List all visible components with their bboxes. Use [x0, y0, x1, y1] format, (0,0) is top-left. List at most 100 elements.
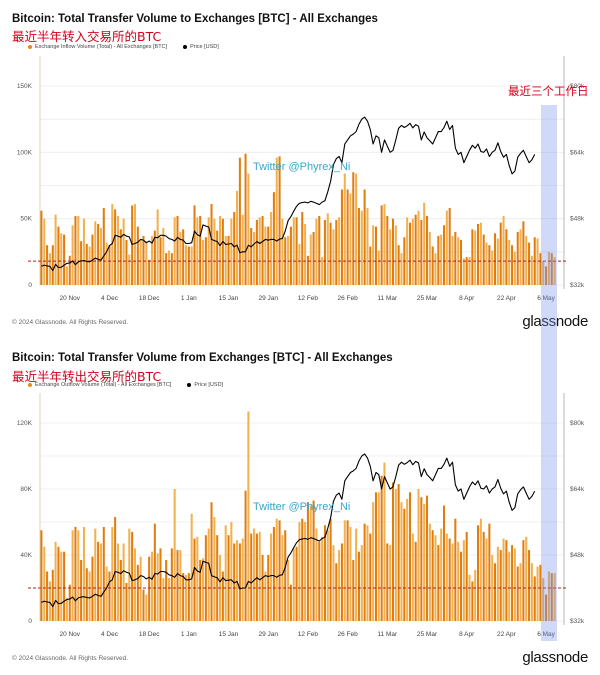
legend-item-outflow[interactable]: Exchange Outflow Volume (Total) - All Ex… — [28, 382, 171, 388]
volume-bar — [550, 253, 553, 285]
volume-bar — [425, 216, 429, 285]
volume-bar — [391, 218, 394, 285]
volume-bar — [173, 217, 176, 285]
x-tick-label: 11 Mar — [377, 295, 398, 302]
volume-bar — [244, 153, 247, 285]
volume-bar — [485, 242, 488, 285]
volume-bar — [428, 523, 431, 621]
volume-bar — [193, 205, 196, 285]
volume-bar — [434, 535, 437, 621]
volume-bar — [116, 543, 119, 621]
volume-bar — [380, 475, 383, 621]
chart-subtitle: 最近半年转出交易所的BTC — [12, 369, 162, 384]
volume-bar — [298, 243, 301, 285]
volume-bar — [408, 222, 412, 285]
legend-item-price[interactable]: Price [USD] — [187, 382, 223, 388]
volume-bar — [491, 555, 494, 621]
volume-bar — [525, 235, 528, 285]
x-tick-label: 6 May — [537, 295, 555, 302]
volume-bar — [74, 526, 77, 621]
volume-bar — [335, 219, 338, 285]
volume-bar — [295, 217, 298, 285]
volume-bar — [363, 189, 366, 285]
volume-bar — [457, 541, 460, 621]
volume-bar — [167, 578, 171, 621]
legend-item-inflow[interactable]: Exchange Inflow Volume (Total) - All Exc… — [28, 44, 167, 50]
y2-tick-label: $80k — [570, 420, 585, 427]
volume-bar — [437, 235, 440, 285]
volume-bar — [383, 462, 386, 621]
copyright: © 2024 Glassnode. All Rights Reserved. — [12, 655, 129, 662]
volume-bar — [511, 245, 514, 285]
x-tick-label: 26 Feb — [337, 295, 358, 302]
volume-bar — [471, 581, 474, 621]
volume-bar — [431, 246, 434, 285]
volume-bar — [386, 216, 389, 285]
volume-bar — [284, 530, 287, 621]
volume-bar — [406, 498, 409, 621]
volume-bar — [261, 216, 264, 285]
volume-bar — [451, 543, 454, 621]
x-tick-label: 20 Nov — [59, 295, 80, 302]
volume-bar — [128, 254, 131, 285]
volume-bar — [545, 594, 548, 621]
volume-bar — [150, 235, 154, 285]
volume-bar — [207, 528, 210, 621]
volume-bar — [253, 528, 256, 621]
volume-bar — [343, 520, 346, 621]
volume-bar — [366, 525, 369, 621]
volume-bar — [122, 218, 125, 285]
volume-bar — [187, 573, 190, 621]
y2-tick-label: $32k — [570, 282, 585, 289]
volume-bar — [82, 218, 85, 285]
volume-bar — [85, 568, 88, 621]
volume-bar — [511, 545, 514, 621]
volume-bar — [289, 226, 292, 285]
volume-bar — [125, 583, 128, 621]
volume-bar — [236, 540, 239, 621]
x-tick-label: 22 Apr — [497, 631, 517, 638]
volume-bar — [258, 531, 261, 621]
legend-item-price[interactable]: Price [USD] — [183, 44, 219, 50]
volume-bar — [261, 555, 264, 621]
volume-bar — [54, 541, 57, 621]
volume-bar — [315, 218, 318, 285]
volume-bar — [102, 526, 105, 621]
legend-label: Price [USD] — [194, 382, 224, 388]
volume-bar — [46, 245, 49, 285]
volume-bar — [301, 518, 304, 621]
glassnode-logo: glassnode — [522, 649, 588, 666]
volume-bar — [179, 550, 182, 621]
volume-bar — [193, 538, 196, 621]
volume-bar — [40, 210, 43, 285]
volume-bar — [148, 556, 151, 621]
volume-bar — [170, 548, 173, 621]
volume-bar — [281, 535, 284, 621]
volume-bar — [97, 223, 100, 285]
volume-bar — [530, 563, 533, 621]
watermark-text: Twitter @Phyrex_Ni — [253, 161, 350, 173]
volume-bar — [488, 523, 491, 621]
volume-bar — [173, 489, 176, 621]
volume-bar — [122, 543, 125, 621]
volume-bar — [360, 210, 363, 285]
volume-bar — [54, 214, 57, 285]
volume-bar — [43, 546, 46, 621]
volume-bar — [255, 219, 258, 285]
volume-bar — [219, 216, 222, 285]
volume-bar — [536, 238, 539, 285]
x-tick-label: 11 Mar — [377, 631, 398, 638]
volume-bar — [522, 221, 525, 285]
volume-bar — [411, 218, 414, 285]
volume-bar — [338, 550, 341, 621]
volume-bar — [253, 231, 256, 285]
volume-bar — [51, 245, 54, 285]
x-tick-label: 20 Nov — [59, 631, 80, 638]
volume-bar — [264, 226, 267, 285]
highlight-annotation: 最近三个工作日 — [508, 84, 589, 98]
volume-bar — [468, 257, 471, 285]
volume-bar — [88, 571, 91, 621]
volume-bar — [99, 543, 102, 621]
volume-bar — [505, 540, 508, 621]
